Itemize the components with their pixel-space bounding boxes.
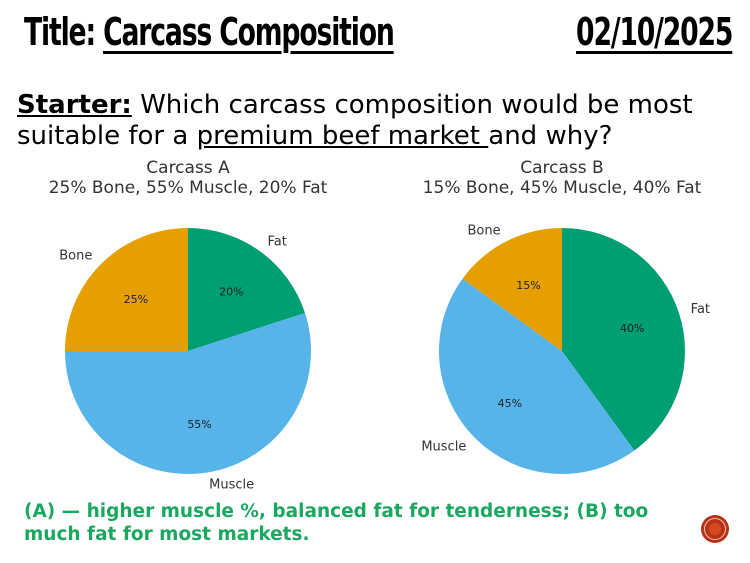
chart-b-slice-bone (462, 228, 562, 351)
page-title: Title: Carcass Composition (24, 10, 395, 54)
starter-text-underlined: premium beef market (196, 121, 489, 151)
chart-b-subtitle: 15% Bone, 45% Muscle, 40% Fat (422, 178, 702, 198)
chart-a-category-label-fat: Fat (268, 235, 287, 250)
chart-a-title: Carcass A (146, 158, 230, 178)
chart-b-pct-label-bone: 15% (516, 279, 540, 292)
chart-b-pct-label-muscle: 45% (498, 397, 522, 410)
starter-question: Starter: Which carcass composition would… (17, 90, 737, 152)
chart-a-pct-label-muscle: 55% (187, 418, 211, 431)
chart-a-slice-muscle (65, 312, 311, 475)
chart-a-category-label-muscle: Muscle (209, 478, 254, 493)
round-red-badge-icon (701, 515, 729, 543)
title-prefix: Title: (24, 10, 96, 54)
chart-a-subtitle: 25% Bone, 55% Muscle, 20% Fat (48, 178, 328, 198)
chart-a-category-label-bone: Bone (59, 248, 92, 263)
chart-a-pct-label-fat: 20% (219, 285, 243, 298)
chart-a-pct-label-bone: 25% (124, 293, 148, 306)
chart-a-slice-bone (65, 228, 188, 351)
chart-b-slice-fat (562, 228, 685, 451)
chart-a-heading: Carcass A 25% Bone, 55% Muscle, 20% Fat (18, 158, 358, 198)
header-bar: Title: Carcass Composition 02/10/2025 (0, 0, 750, 70)
chart-b-slice-muscle (438, 278, 635, 475)
chart-b-pct-label-fat: 40% (620, 322, 644, 335)
chart-b-category-label-fat: Fat (691, 302, 710, 317)
title-text: Carcass Composition (103, 10, 395, 54)
chart-b-category-label-muscle: Muscle (421, 440, 466, 455)
chart-a-slice-fat (188, 228, 305, 351)
page-date: 02/10/2025 (575, 10, 733, 54)
chart-b-category-label-bone: Bone (467, 223, 500, 238)
starter-text-after: and why? (488, 121, 613, 151)
chart-b-title: Carcass B (520, 158, 604, 178)
answer-text: (A) — higher muscle %, balanced fat for … (24, 501, 649, 545)
chart-b-heading: Carcass B 15% Bone, 45% Muscle, 40% Fat (392, 158, 732, 198)
starter-text-before: Which carcass composition would be most … (17, 90, 693, 151)
starter-label: Starter: (17, 90, 132, 120)
